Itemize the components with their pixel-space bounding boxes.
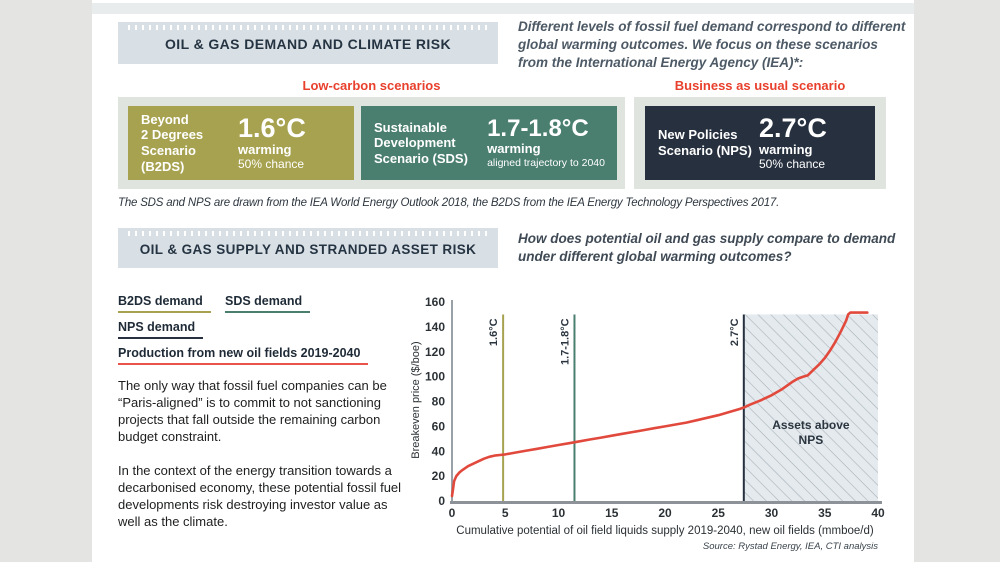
scenario-name: Beyond 2 Degrees Scenario (B2DS)	[128, 112, 238, 174]
body-paragraph-1: The only way that fossil fuel companies …	[118, 378, 387, 444]
scenario-line-label: 1.6°C	[488, 318, 500, 346]
x-tick-label: 35	[818, 506, 832, 520]
x-axis-title: Cumulative potential of oil field liquid…	[456, 525, 874, 537]
x-tick-label: 10	[552, 506, 566, 520]
scenario-temp-block: 1.7-1.8°C warming aligned trajectory to …	[487, 117, 617, 169]
assets-above-nps-label: NPS	[799, 433, 824, 447]
legend-label: B2DS demand	[118, 294, 211, 313]
scenario-name-line: Development	[374, 135, 456, 151]
scenario-name-line: Scenario (NPS)	[658, 143, 752, 158]
y-tick-label: 0	[438, 494, 445, 508]
section1-header: OIL & GAS DEMAND AND CLIMATE RISK	[118, 22, 498, 64]
legend-sds-demand: SDS demand	[225, 292, 311, 313]
scenario-warming-label: warming	[238, 141, 292, 157]
y-tick-label: 160	[425, 295, 445, 309]
scenario-name-line: New Policies	[658, 127, 738, 143]
y-tick-label: 60	[432, 419, 446, 433]
business-as-usual-label: Business as usual scenario	[674, 78, 846, 93]
scenario-temp: 1.7-1.8°C	[487, 115, 589, 142]
scenario-source-caption: The SDS and NPS are drawn from the IEA W…	[118, 197, 780, 209]
y-tick-label: 40	[432, 444, 446, 458]
section2-header: OIL & GAS SUPPLY AND STRANDED ASSET RISK	[118, 228, 498, 268]
supply-curve	[450, 311, 869, 498]
scenario-name: New Policies Scenario (NPS)	[645, 127, 759, 158]
y-tick-label: 80	[432, 395, 446, 409]
y-axis-title: Breakeven price ($/boe)	[410, 341, 422, 458]
legend-label: Production from new oil fields 2019-2040	[118, 346, 369, 365]
x-tick-label: 5	[502, 506, 509, 520]
x-tick-label: 30	[765, 506, 779, 520]
scenario-card-nps: New Policies Scenario (NPS) 2.7°C warmin…	[645, 106, 875, 180]
y-tick-label: 20	[432, 469, 446, 483]
scenario-warming-label: warming	[759, 141, 813, 157]
scenario-temp: 2.7°C	[759, 112, 827, 143]
section1-intro: Different levels of fossil fuel demand c…	[518, 19, 906, 70]
x-tick-label: 40	[871, 506, 885, 520]
section1-title: OIL & GAS DEMAND AND CLIMATE RISK	[165, 36, 451, 52]
scenario-temp: 1.6°C	[238, 112, 306, 143]
section2-question: How does potential oil and gas supply co…	[518, 231, 896, 264]
scenario-card-b2ds: Beyond 2 Degrees Scenario (B2DS) 1.6°C w…	[128, 106, 354, 180]
supply-chart: 1.6°C 1.7-1.8°C 2.7°C020406080100120140160…	[410, 295, 885, 552]
legend-label: NPS demand	[118, 320, 204, 339]
left-margin	[0, 0, 92, 562]
x-tick-label: 25	[712, 506, 726, 520]
scenario-temp-block: 1.6°C warming 50% chance	[238, 112, 354, 172]
scenario-trajectory-label: aligned trajectory to 2040	[487, 156, 605, 169]
scenario-name-line: Sustainable	[374, 119, 447, 135]
assets-above-nps-region	[743, 314, 878, 501]
tick-pattern	[128, 231, 488, 236]
right-margin	[914, 0, 1000, 562]
legend-b2ds-demand: B2DS demand	[118, 292, 211, 313]
assets-above-nps-label: Assets above	[772, 418, 850, 432]
legend-nps-demand: NPS demand	[118, 318, 204, 339]
x-tick-label: 20	[658, 506, 672, 520]
scenario-line-label: 2.7°C	[729, 318, 741, 346]
x-tick-label: 0	[449, 506, 456, 520]
scenario-chance-label: 50% chance	[759, 156, 826, 171]
y-tick-label: 120	[425, 345, 445, 359]
scenario-name: Sustainable Development Scenario (SDS)	[361, 120, 487, 167]
scenario-name-line: Scenario (B2DS)	[141, 143, 196, 174]
legend-label: SDS demand	[225, 294, 311, 313]
scenario-name-line: 2 Degrees	[141, 127, 204, 143]
scenario-name-line: Scenario (SDS)	[374, 150, 468, 166]
x-tick-label: 15	[605, 506, 619, 520]
legend-production-new-fields: Production from new oil fields 2019-2040	[118, 344, 369, 365]
top-divider-bar	[92, 3, 914, 14]
scenario-chance-label: 50% chance	[238, 156, 305, 171]
chart-source: Source: Rystad Energy, IEA, CTI analysis	[703, 541, 878, 552]
scenario-name-line: Beyond	[141, 111, 189, 127]
y-tick-label: 100	[425, 370, 445, 384]
body-paragraph-2: In the context of the energy transition …	[118, 463, 402, 529]
scenario-temp-block: 2.7°C warming 50% chance	[759, 112, 875, 172]
scenario-card-sds: Sustainable Development Scenario (SDS) 1…	[361, 106, 617, 180]
tick-pattern	[128, 25, 488, 30]
scenario-line-label: 1.7-1.8°C	[559, 318, 571, 365]
section2-title: OIL & GAS SUPPLY AND STRANDED ASSET RISK	[139, 242, 477, 257]
low-carbon-label: Low-carbon scenarios	[302, 78, 441, 93]
y-tick-label: 140	[425, 320, 445, 334]
scenario-warming-label: warming	[487, 141, 541, 156]
